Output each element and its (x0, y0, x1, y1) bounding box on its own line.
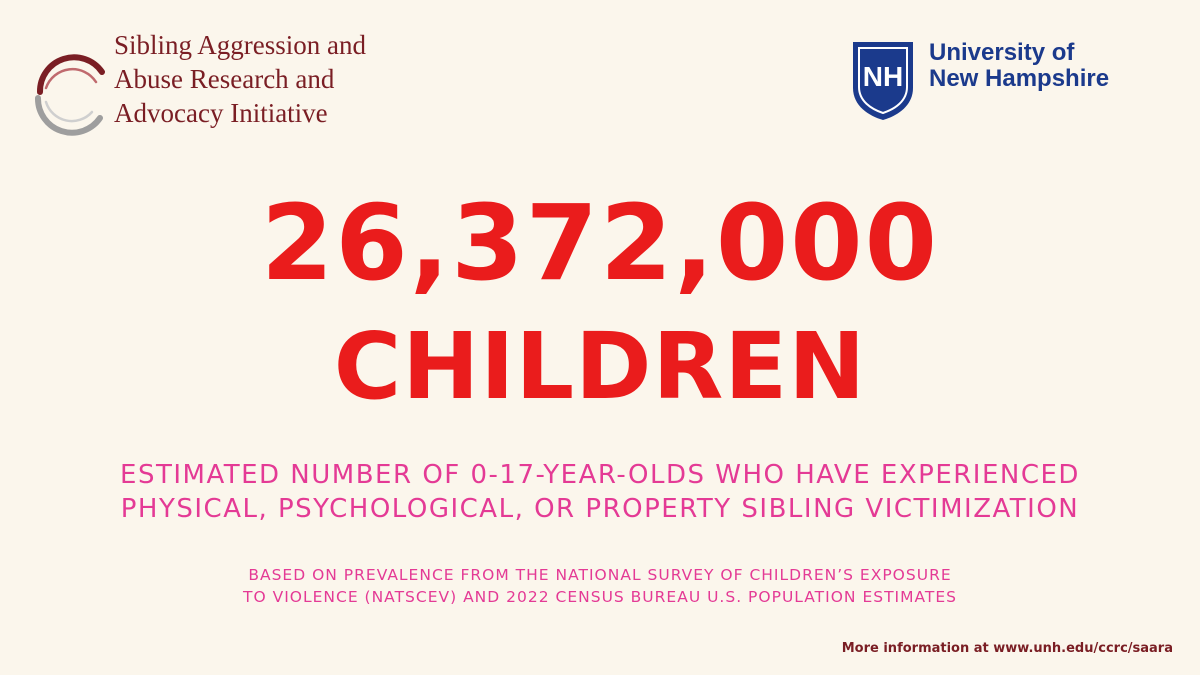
unh-logo-line: University of (929, 39, 1075, 66)
saara-logo-line: Abuse Research and (114, 64, 335, 94)
saara-logo: Sibling Aggression and Abuse Research an… (30, 28, 366, 142)
description-line: PHYSICAL, PSYCHOLOGICAL, OR PROPERTY SIB… (120, 494, 1080, 524)
source-note: BASED ON PREVALENCE FROM THE NATIONAL SU… (0, 564, 1200, 608)
unh-shield-letters: NH (863, 61, 903, 92)
unh-logo-line: New Hampshire (929, 65, 1110, 92)
unh-shield-icon: NH (853, 42, 913, 120)
more-info-link[interactable]: More information at www.unh.edu/ccrc/saa… (841, 641, 1173, 656)
description-line: ESTIMATED NUMBER OF 0-17-YEAR-OLDS WHO H… (120, 460, 1080, 490)
unh-logo-text: University of New Hampshire (929, 40, 1109, 92)
saara-logo-text: Sibling Aggression and Abuse Research an… (114, 28, 366, 130)
description: ESTIMATED NUMBER OF 0-17-YEAR-OLDS WHO H… (0, 458, 1200, 526)
saara-logo-line: Advocacy Initiative (114, 98, 328, 128)
headline-number: 26,372,000 (261, 182, 939, 304)
saara-logo-line: Sibling Aggression and (114, 30, 367, 60)
headline-unit: CHILDREN (333, 313, 867, 420)
unh-logo: NH University of New Hampshire (851, 40, 1109, 122)
source-note-line: TO VIOLENCE (NATSCEV) AND 2022 CENSUS BU… (243, 588, 957, 606)
circular-ring-logo-icon (34, 54, 105, 136)
source-note-line: BASED ON PREVALENCE FROM THE NATIONAL SU… (248, 566, 952, 584)
